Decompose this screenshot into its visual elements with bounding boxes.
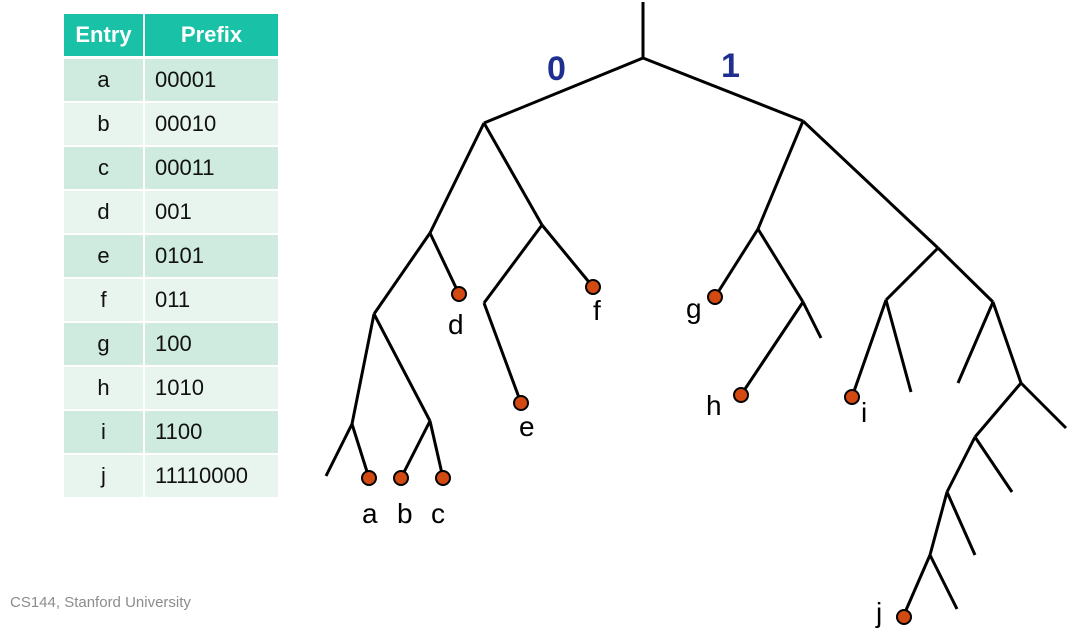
branch-label-1: 1 xyxy=(721,47,740,85)
prefix-cell: 0101 xyxy=(144,234,280,279)
edge-11-110 xyxy=(884,246,940,302)
leaf-node-f xyxy=(585,279,601,295)
table-row: j 11110000 xyxy=(64,454,280,499)
edge-101-1011 xyxy=(801,301,823,339)
entry-cell: d xyxy=(64,190,145,235)
edge-11110-111100 xyxy=(945,436,977,493)
edge-10-101 xyxy=(756,228,805,303)
leaf-label-j: j xyxy=(875,597,882,628)
entry-cell: j xyxy=(64,454,145,499)
leaf-label-e: e xyxy=(519,411,535,442)
edge-00-000 xyxy=(372,232,432,315)
prefix-cell: 001 xyxy=(144,190,280,235)
edge-1-11 xyxy=(801,119,940,250)
table-row: i 1100 xyxy=(64,410,280,455)
edge-000-0000 xyxy=(350,313,376,425)
trie-leaves xyxy=(361,279,912,625)
edge-111100-1111000 xyxy=(928,491,949,556)
prefix-cell: 100 xyxy=(144,322,280,367)
trie-edges xyxy=(324,2,1068,618)
edge-0000-00000 xyxy=(324,423,354,477)
leaf-label-a: a xyxy=(362,498,378,529)
leaf-label-c: c xyxy=(431,498,445,529)
edge-000-0001 xyxy=(372,313,432,422)
edge-root-1 xyxy=(642,56,804,123)
table-row: b 00010 xyxy=(64,102,280,147)
entry-cell: a xyxy=(64,57,145,103)
table-row: c 00011 xyxy=(64,146,280,191)
entry-column-header: Entry xyxy=(64,14,145,59)
entry-cell: e xyxy=(64,234,145,279)
leaf-node-e xyxy=(513,395,529,411)
edge-0000-00001 xyxy=(350,423,371,479)
edge-11110-111101 xyxy=(973,436,1014,493)
leaf-label-i: i xyxy=(861,397,867,428)
leaf-node-h xyxy=(733,387,749,403)
table-header-row: Entry Prefix xyxy=(64,14,280,59)
edge-00-001 xyxy=(428,232,461,295)
prefix-cell: 00001 xyxy=(144,57,280,103)
edge-010-0101 xyxy=(482,302,523,404)
branch-label-0: 0 xyxy=(547,50,566,88)
edge-1111000-11110001 xyxy=(928,554,959,610)
entry-cell: f xyxy=(64,278,145,323)
table-row: f 011 xyxy=(64,278,280,323)
prefix-cell: 011 xyxy=(144,278,280,323)
edge-0001-00011 xyxy=(428,420,445,479)
entry-cell: h xyxy=(64,366,145,411)
footer-credit: CS144, Stanford University xyxy=(10,594,191,611)
prefix-cell: 00011 xyxy=(144,146,280,191)
table-row: a 00001 xyxy=(64,57,280,103)
table-row: d 001 xyxy=(64,190,280,235)
edge-111-1111 xyxy=(991,301,1023,384)
leaf-label-h: h xyxy=(706,390,722,421)
table-row: g 100 xyxy=(64,322,280,367)
edge-11-111 xyxy=(936,246,995,304)
leaf-node-c xyxy=(435,470,451,486)
entry-cell: g xyxy=(64,322,145,367)
entry-cell: i xyxy=(64,410,145,455)
edge-101-1010 xyxy=(739,301,805,396)
entry-cell: c xyxy=(64,146,145,191)
leaf-node-j xyxy=(896,609,912,625)
edge-111-1110 xyxy=(956,301,995,384)
leaf-label-g: g xyxy=(686,293,702,324)
prefix-cell: 1010 xyxy=(144,366,280,411)
edge-110-1100 xyxy=(850,299,888,398)
trie-labels: 0 1 a b c d e f g h i j xyxy=(362,47,882,628)
edge-1111000-11110000 xyxy=(901,554,932,618)
edge-111100-1111001 xyxy=(945,491,977,556)
table-row: e 0101 xyxy=(64,234,280,279)
table-row: h 1010 xyxy=(64,366,280,411)
leaf-label-f: f xyxy=(593,295,601,326)
edge-0-01 xyxy=(482,122,544,226)
prefix-table: Entry Prefix a 00001 b 00010 c 00011 d 0… xyxy=(64,14,280,499)
edge-1111-11111 xyxy=(1019,381,1068,430)
edge-0001-00010 xyxy=(399,420,432,479)
prefix-cell: 00010 xyxy=(144,102,280,147)
edge-1-10 xyxy=(756,120,805,230)
prefix-cell: 1100 xyxy=(144,410,280,455)
edge-10-100 xyxy=(713,228,760,298)
leaf-node-g xyxy=(707,289,723,305)
leaf-label-d: d xyxy=(448,309,464,340)
edge-01-011 xyxy=(540,224,595,288)
leaf-node-d xyxy=(451,286,467,302)
entry-cell: b xyxy=(64,102,145,147)
edge-01-010 xyxy=(482,224,544,304)
edge-root-0 xyxy=(483,56,644,125)
edge-0-00 xyxy=(428,122,486,234)
leaf-node-i xyxy=(844,389,860,405)
leaf-node-a xyxy=(361,470,377,486)
leaf-node-b xyxy=(393,470,409,486)
prefix-cell: 11110000 xyxy=(144,454,280,499)
prefix-column-header: Prefix xyxy=(144,14,280,59)
leaf-label-b: b xyxy=(397,498,413,529)
edge-110-1101 xyxy=(884,299,913,393)
edge-1111-11110 xyxy=(973,382,1023,438)
